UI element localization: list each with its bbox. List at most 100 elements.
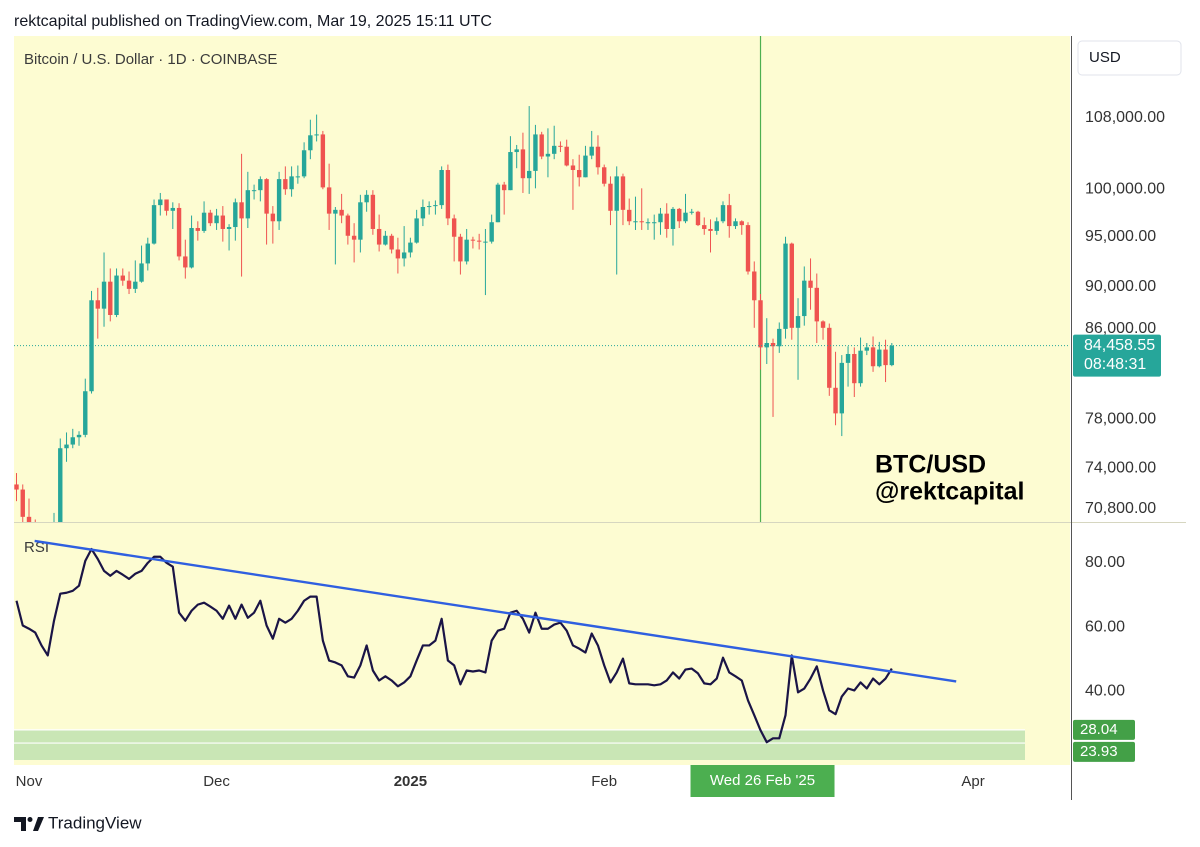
candle-body — [595, 146, 601, 168]
currency-button[interactable] — [1077, 40, 1182, 76]
candle-body — [376, 228, 382, 245]
candle-body — [839, 362, 844, 414]
candle-body — [351, 235, 357, 240]
candle-body — [533, 134, 538, 171]
candle-body — [789, 243, 794, 328]
candle-body — [139, 263, 144, 282]
candle-body — [695, 211, 701, 226]
candle-body — [658, 213, 663, 223]
candle-body — [820, 321, 826, 328]
candle-body — [870, 347, 876, 367]
candle-body — [652, 222, 657, 224]
candle-body — [58, 448, 63, 522]
candle-body — [727, 205, 732, 227]
candle-body — [164, 199, 169, 211]
crosshair-label: Wed 26 Feb '25 — [710, 772, 815, 789]
candle-body — [539, 134, 544, 157]
candle-body — [145, 243, 150, 264]
candle-body — [608, 183, 613, 211]
candle-body — [720, 205, 726, 222]
candle-body — [877, 349, 882, 367]
candle-body — [295, 176, 301, 178]
candle-body — [151, 205, 157, 244]
candle-body — [395, 249, 401, 259]
candle-body — [14, 484, 19, 490]
candle-body — [339, 209, 344, 216]
y-tick-label: 86,000.00 — [1085, 320, 1156, 337]
candle-body — [289, 176, 294, 190]
candle-body — [264, 179, 269, 214]
y-tick-label: 108,000.00 — [1085, 109, 1165, 126]
x-tick-label: Nov — [16, 773, 43, 790]
header: rektcapital published on TradingView.com… — [14, 13, 492, 30]
y-tick-label: 90,000.00 — [1085, 278, 1156, 295]
candle-body — [783, 243, 788, 329]
rsi-line — [15, 547, 893, 744]
candle-body — [845, 353, 851, 363]
candle-body — [26, 516, 32, 522]
candle-body — [664, 213, 669, 229]
candle-body — [458, 236, 463, 262]
candle-body — [489, 222, 494, 242]
axes: 108,000.00 100,000.00 95,000.00 90,000.00 86… — [16, 109, 1165, 797]
candle-body — [683, 212, 688, 222]
candle-body — [114, 275, 119, 315]
candle-body — [564, 146, 569, 166]
candle-body — [758, 300, 763, 348]
candle-body — [158, 199, 163, 206]
candle-body — [283, 179, 288, 190]
candle-body — [589, 146, 594, 156]
candle-body — [20, 489, 25, 517]
candle-body — [276, 179, 282, 222]
candle-body — [70, 437, 75, 445]
candle-body — [126, 280, 132, 289]
candle-body — [101, 281, 107, 309]
candle-body — [120, 275, 125, 281]
candle-body — [514, 149, 519, 153]
x-tick-label: 2025 — [394, 773, 427, 790]
candle-body — [170, 207, 176, 211]
footer-text: TradingView — [48, 813, 142, 832]
candle-body — [583, 155, 588, 178]
last-price-label: 84,458.55 — [1084, 337, 1155, 354]
currency-label: USD — [1089, 49, 1121, 66]
candle-body — [76, 434, 82, 438]
candle-body — [420, 207, 426, 219]
candle-body — [439, 170, 444, 206]
y-tick-label: 95,000.00 — [1085, 228, 1156, 245]
candle-body — [577, 170, 582, 178]
candle-body — [852, 353, 857, 384]
candle-body — [633, 221, 638, 223]
candle-body — [808, 280, 813, 288]
candle-body — [777, 328, 782, 347]
candle-body — [176, 207, 182, 257]
candle-body — [558, 145, 563, 147]
candle-body — [245, 190, 251, 219]
candle-body — [883, 349, 888, 366]
candle-body — [408, 242, 413, 253]
candle-body — [545, 153, 551, 157]
level-label: 28.04 — [1080, 721, 1118, 738]
candle-body — [189, 228, 194, 268]
candle-body — [814, 287, 819, 322]
candle-body — [708, 228, 713, 231]
candle-body — [476, 240, 482, 242]
candle-body — [358, 202, 363, 240]
candle-body — [677, 208, 682, 222]
candle-body — [64, 444, 69, 449]
candle-body — [795, 316, 801, 328]
candle-body — [183, 256, 188, 268]
level-label: 23.93 — [1080, 743, 1118, 760]
countdown-label: 08:48:31 — [1084, 356, 1146, 373]
candle-body — [770, 342, 776, 347]
y-tick-label: 100,000.00 — [1085, 180, 1165, 197]
candle-body — [333, 209, 338, 214]
candle-body — [833, 387, 838, 414]
last-price-box — [1073, 334, 1161, 377]
candle-body — [501, 184, 507, 191]
candle-body — [233, 202, 238, 228]
candle-body — [314, 134, 319, 136]
level-label-box — [1073, 719, 1135, 740]
candle-body — [620, 176, 626, 210]
